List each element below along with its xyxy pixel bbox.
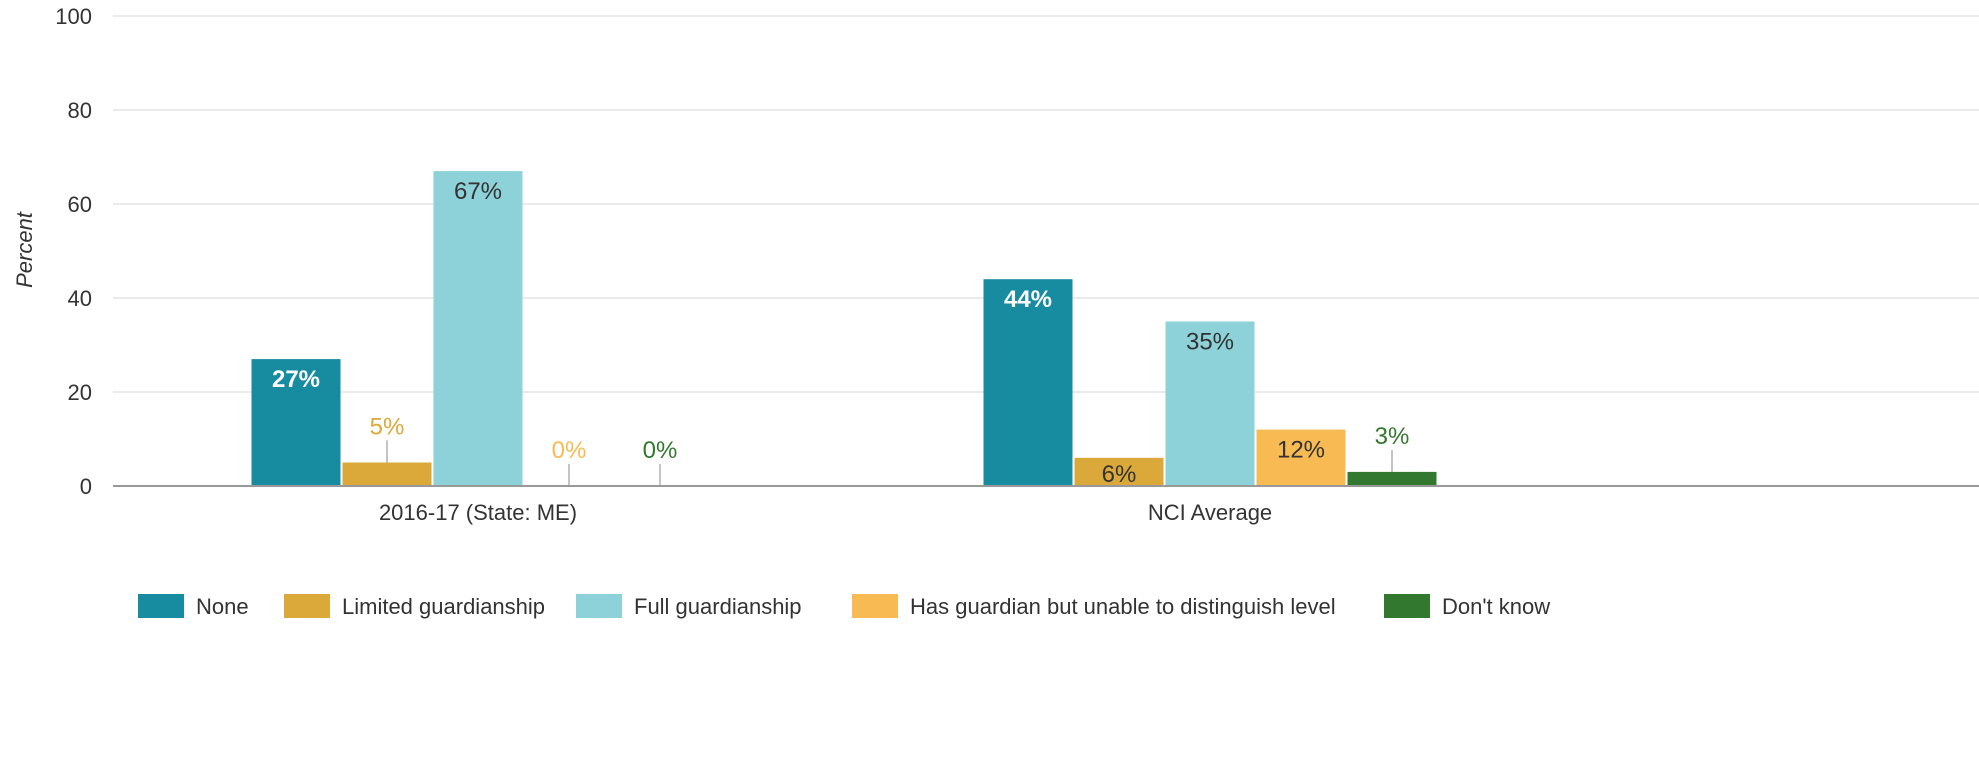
data-label: 0% bbox=[552, 437, 587, 464]
y-tick-label: 60 bbox=[68, 192, 92, 217]
bars bbox=[251, 171, 1437, 486]
bar bbox=[342, 462, 432, 486]
bar bbox=[1165, 321, 1255, 486]
bar bbox=[1074, 457, 1164, 486]
data-label: 3% bbox=[1375, 423, 1410, 450]
gridlines bbox=[113, 15, 1979, 393]
data-labels: 27% 44% 5% 6% 67% 35% 0% 12% 0% 3% bbox=[272, 178, 1409, 488]
bar bbox=[1256, 429, 1346, 486]
legend-label: Don't know bbox=[1442, 594, 1550, 619]
bar bbox=[1347, 471, 1437, 486]
y-tick-label: 0 bbox=[80, 474, 92, 499]
bar bbox=[433, 171, 523, 486]
data-label: 35% bbox=[1186, 329, 1234, 356]
data-label: 5% bbox=[370, 414, 405, 441]
x-axis-categories: 2016-17 (State: ME) NCI Average bbox=[379, 500, 1272, 525]
data-label: 0% bbox=[643, 437, 678, 464]
legend-item[interactable]: Has guardian but unable to distinguish l… bbox=[852, 594, 1336, 619]
legend-swatch bbox=[852, 594, 898, 618]
legend-label: Full guardianship bbox=[634, 594, 802, 619]
legend-item[interactable]: Limited guardianship bbox=[284, 594, 545, 619]
data-label: 44% bbox=[1004, 286, 1052, 313]
y-tick-label: 80 bbox=[68, 98, 92, 123]
data-label: 12% bbox=[1277, 437, 1325, 464]
y-tick-label: 20 bbox=[68, 380, 92, 405]
y-tick-label: 40 bbox=[68, 286, 92, 311]
legend-label: None bbox=[196, 594, 249, 619]
bar bbox=[251, 359, 341, 486]
y-axis-title: Percent bbox=[12, 211, 37, 288]
x-category-label: 2016-17 (State: ME) bbox=[379, 500, 577, 525]
data-label: 67% bbox=[454, 178, 502, 205]
legend-label: Limited guardianship bbox=[342, 594, 545, 619]
data-label: 6% bbox=[1102, 461, 1137, 488]
legend: None Limited guardianship Full guardianshi… bbox=[138, 594, 1550, 619]
legend-item[interactable]: Don't know bbox=[1384, 594, 1550, 619]
legend-label: Has guardian but unable to distinguish l… bbox=[910, 594, 1336, 619]
bar bbox=[983, 279, 1073, 486]
x-category-label: NCI Average bbox=[1148, 500, 1272, 525]
legend-swatch bbox=[576, 594, 622, 618]
data-label: 27% bbox=[272, 366, 320, 393]
legend-swatch bbox=[1384, 594, 1430, 618]
y-tick-label: 100 bbox=[55, 4, 92, 29]
y-axis: 0 20 40 60 80 100 bbox=[55, 4, 92, 499]
legend-swatch bbox=[284, 594, 330, 618]
legend-swatch bbox=[138, 594, 184, 618]
legend-item[interactable]: Full guardianship bbox=[576, 594, 802, 619]
legend-item[interactable]: None bbox=[138, 594, 249, 619]
